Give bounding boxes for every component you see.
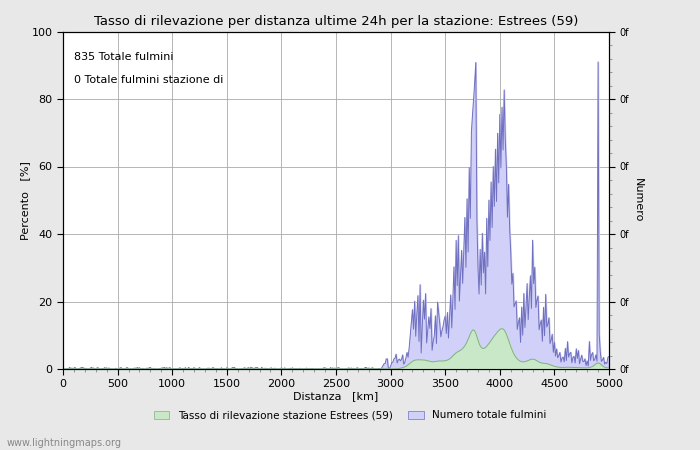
Text: 0 Totale fulmini stazione di: 0 Totale fulmini stazione di <box>74 75 223 86</box>
Legend: Tasso di rilevazione stazione Estrees (59), Numero totale fulmini: Tasso di rilevazione stazione Estrees (5… <box>149 406 551 424</box>
Text: www.lightningmaps.org: www.lightningmaps.org <box>7 438 122 448</box>
Title: Tasso di rilevazione per distanza ultime 24h per la stazione: Estrees (59): Tasso di rilevazione per distanza ultime… <box>94 14 578 27</box>
Y-axis label: Numero: Numero <box>633 178 643 222</box>
Y-axis label: Percento   [%]: Percento [%] <box>20 161 30 240</box>
X-axis label: Distanza   [km]: Distanza [km] <box>293 391 379 401</box>
Text: 835 Totale fulmini: 835 Totale fulmini <box>74 52 174 62</box>
